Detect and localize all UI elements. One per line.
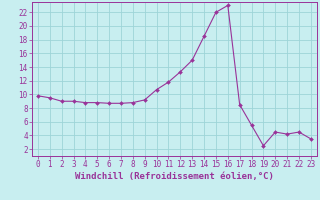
- X-axis label: Windchill (Refroidissement éolien,°C): Windchill (Refroidissement éolien,°C): [75, 172, 274, 181]
